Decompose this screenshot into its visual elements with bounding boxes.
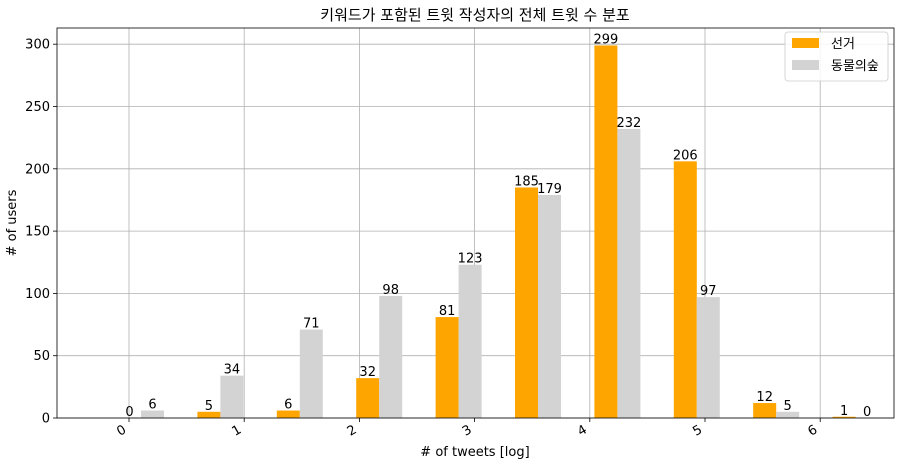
bar-election (356, 378, 380, 418)
data-label: 5 (784, 399, 792, 414)
bars-layer (141, 45, 856, 418)
data-label: 6 (148, 398, 156, 413)
chart-title: 키워드가 포함된 트윗 작성자의 전체 트윗 수 분포 (320, 6, 630, 24)
bar-animal-crossing (141, 410, 164, 418)
bar-election (515, 187, 538, 418)
legend-label-animal-crossing: 동물의숲 (831, 59, 879, 74)
x-tick-label: 4 (575, 422, 590, 439)
bar-election (753, 403, 777, 418)
data-label: 179 (537, 182, 562, 197)
data-label: 123 (458, 252, 483, 267)
data-label: 97 (700, 284, 717, 299)
data-label: 5 (205, 399, 213, 414)
bar-animal-crossing (299, 329, 323, 418)
bar-election (594, 45, 618, 418)
x-tick-label: 5 (690, 422, 705, 439)
data-label: 206 (673, 148, 698, 163)
data-label: 0 (863, 405, 871, 420)
data-label: 98 (382, 283, 399, 298)
data-labels-layer: 0 5 6 32 81 185 299 206 12 1 6 34 71 98 123 179 232 97 5 0 (125, 32, 871, 420)
bar-election (435, 317, 459, 418)
plot-frame (56, 27, 895, 419)
data-label: 32 (359, 365, 376, 380)
bar-animal-crossing (617, 128, 641, 418)
y-tick-label: 50 (33, 349, 50, 364)
data-label: 12 (756, 390, 773, 405)
x-tick-label: 3 (460, 422, 475, 439)
data-label: 299 (593, 32, 618, 47)
x-tick-label: 0 (114, 422, 129, 439)
bar-election (276, 410, 300, 418)
y-tick-label: 100 (25, 287, 50, 302)
x-axis-label: # of tweets [log] (420, 445, 529, 460)
legend-label-election: 선거 (831, 37, 855, 52)
bar-animal-crossing (696, 297, 720, 418)
legend-swatch-animal-crossing (792, 60, 819, 70)
bar-animal-crossing (776, 411, 800, 418)
bar-election (673, 161, 697, 418)
y-tick-label: 300 (25, 38, 50, 53)
bar-election (197, 411, 221, 418)
bar-animal-crossing (538, 194, 561, 418)
data-label: 185 (514, 174, 539, 189)
x-tick-label: 1 (230, 422, 245, 439)
data-label: 81 (439, 304, 456, 319)
bar-animal-crossing (379, 295, 403, 418)
bar-election (832, 416, 856, 418)
bar-animal-crossing (458, 264, 482, 418)
y-axis-label: # of users (5, 189, 20, 256)
bar-animal-crossing (220, 375, 244, 418)
data-label: 1 (840, 404, 848, 419)
y-tick-label: 250 (25, 100, 50, 115)
data-label: 71 (303, 317, 320, 332)
y-tick-label: 150 (25, 225, 50, 240)
legend: 선거 동물의숲 (784, 31, 889, 82)
data-label: 34 (224, 363, 241, 378)
x-tick-label: 2 (345, 422, 360, 439)
data-label: 0 (125, 405, 133, 420)
data-label: 6 (284, 398, 292, 413)
y-tick-label: 200 (25, 162, 50, 177)
y-tick-label: 0 (42, 412, 50, 427)
legend-swatch-election (792, 38, 819, 48)
x-tick-label: 6 (806, 422, 821, 439)
data-label: 232 (616, 116, 641, 131)
